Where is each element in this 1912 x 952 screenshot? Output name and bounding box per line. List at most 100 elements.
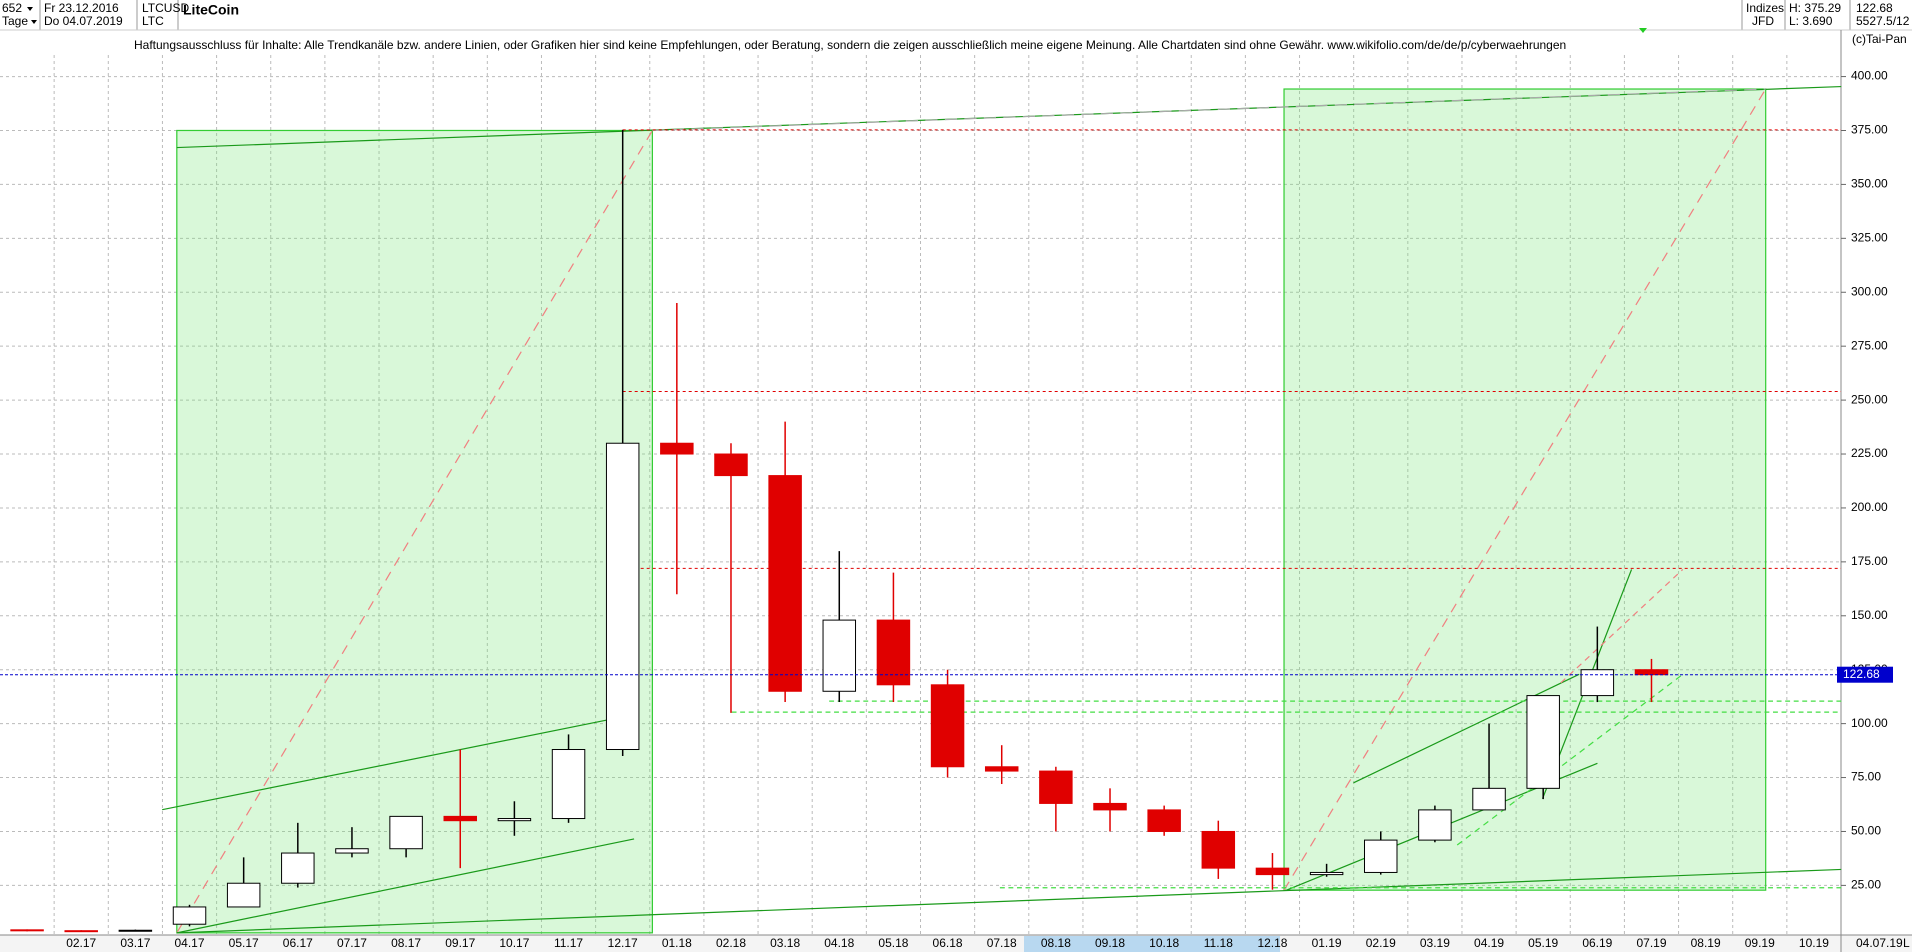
dropdown-arrow[interactable] — [31, 20, 37, 24]
x-tick-label: 03.19 — [1420, 936, 1450, 950]
chart-title: LiteCoin — [183, 2, 239, 18]
scale-mode: L — [1903, 936, 1910, 950]
candle-body — [497, 818, 532, 822]
high: H: 375.29 — [1789, 1, 1841, 15]
candle-body — [605, 442, 640, 751]
y-tick-label: 325.00 — [1851, 231, 1888, 245]
annotation-line — [162, 713, 635, 811]
annotation-line — [176, 868, 1842, 934]
x-tick-label: 04.17 — [174, 936, 204, 950]
candle-body — [1147, 809, 1181, 832]
y-tick-label: 400.00 — [1851, 69, 1888, 83]
candle-body — [10, 929, 44, 932]
y-tick-label: 75.00 — [1851, 770, 1881, 784]
y-tick-label: 250.00 — [1851, 392, 1888, 406]
x-tick-label: 12.17 — [608, 936, 638, 950]
broker: JFD — [1752, 14, 1774, 28]
disclaimer: Haftungsausschluss für Inhalte: Alle Tre… — [134, 38, 1566, 52]
y-tick-label: 350.00 — [1851, 177, 1888, 191]
x-tick-label: 07.19 — [1636, 936, 1666, 950]
candle-body — [1255, 867, 1290, 876]
x-tick-label: 12.18 — [1257, 936, 1287, 950]
y-tick-label: 25.00 — [1851, 878, 1881, 892]
start-date: Fr 23.12.2016 — [44, 1, 119, 15]
candle-body — [822, 619, 857, 692]
low: L: 3.690 — [1789, 14, 1833, 28]
last-date: 04.07.19 — [1856, 936, 1903, 950]
x-tick-label: 05.19 — [1528, 936, 1558, 950]
x-tick-label: 08.19 — [1691, 936, 1721, 950]
y-tick-label: 50.00 — [1851, 824, 1881, 838]
x-tick-label: 02.19 — [1366, 936, 1396, 950]
x-tick-label: 06.18 — [933, 936, 963, 950]
x-tick-label: 05.18 — [878, 936, 908, 950]
candle-body — [1580, 669, 1615, 697]
candle-body — [389, 815, 423, 850]
count[interactable]: 652 — [2, 1, 22, 15]
annotation-line — [1283, 88, 1767, 891]
annotation-line — [176, 130, 653, 934]
x-tick-label: 06.19 — [1582, 936, 1612, 950]
x-tick-label: 07.17 — [337, 936, 367, 950]
x-tick-label: 10.19 — [1799, 936, 1829, 950]
last-price-label: 122.68 — [1843, 667, 1880, 681]
x-tick-label: 06.17 — [283, 936, 313, 950]
x-tick-label: 09.19 — [1745, 936, 1775, 950]
x-axis-strip — [0, 935, 1912, 952]
annotation-line — [1353, 673, 1580, 784]
y-tick-label: 200.00 — [1851, 500, 1888, 514]
marks: 122.68 — [0, 129, 1893, 933]
candle-body — [443, 815, 477, 822]
dropdown-arrow[interactable] — [27, 7, 33, 11]
candle-body — [876, 619, 911, 686]
candle-body — [172, 906, 207, 925]
y-tick-label: 300.00 — [1851, 284, 1888, 298]
annotation-line — [176, 838, 635, 934]
candle-body — [551, 749, 586, 820]
x-tick-label: 01.18 — [662, 936, 692, 950]
x-tick-label: 01.19 — [1312, 936, 1342, 950]
candle-body — [1309, 871, 1344, 876]
x-tick-label: 04.18 — [824, 936, 854, 950]
candle-body — [660, 442, 694, 455]
x-tick-label: 05.17 — [229, 936, 259, 950]
symbol: LTCUSD — [142, 1, 189, 15]
candle-body — [1634, 669, 1669, 676]
candle-body — [1472, 787, 1506, 811]
ratio: 5527.5/12 — [1856, 14, 1910, 28]
annotations — [162, 85, 1842, 934]
candle-body — [1039, 770, 1073, 804]
x-tick-label: 11.17 — [554, 936, 583, 950]
candle-body — [226, 882, 261, 908]
candle-body — [930, 684, 965, 768]
candle-body — [1093, 802, 1127, 811]
candle-body — [1418, 809, 1452, 841]
x-tick-label: 10.17 — [499, 936, 529, 950]
grid: 25.0050.0075.00100.00125.00150.00175.002… — [0, 55, 1888, 950]
x-tick-label: 07.18 — [987, 936, 1017, 950]
x-tick-label: 02.17 — [66, 936, 96, 950]
candle-body — [1201, 830, 1236, 869]
end-date: Do 04.07.2019 — [44, 14, 123, 28]
x-tick-label: 03.18 — [770, 936, 800, 950]
x-tick-label: 08.18 — [1041, 936, 1071, 950]
candle-body — [1526, 695, 1560, 789]
short-name: LTC — [142, 14, 164, 28]
candle-body — [714, 453, 748, 477]
candle-body — [1364, 839, 1398, 873]
last-price-box — [1837, 666, 1893, 683]
candle-body — [768, 475, 802, 692]
copyright: (c)Tai-Pan — [1852, 32, 1907, 46]
market: Indizes — [1746, 1, 1784, 15]
y-tick-label: 150.00 — [1851, 608, 1888, 622]
annotation-line — [652, 88, 1766, 132]
candle-body — [335, 848, 369, 854]
candle-body — [984, 766, 1019, 772]
header: 652 Tage Fr 23.12.2016 Do 04.07.2019 LTC… — [0, 0, 1912, 52]
x-tick-label: 03.17 — [120, 936, 150, 950]
period[interactable]: Tage — [2, 14, 28, 28]
annotation-line — [1456, 673, 1684, 846]
annotation-line — [1560, 569, 1684, 684]
